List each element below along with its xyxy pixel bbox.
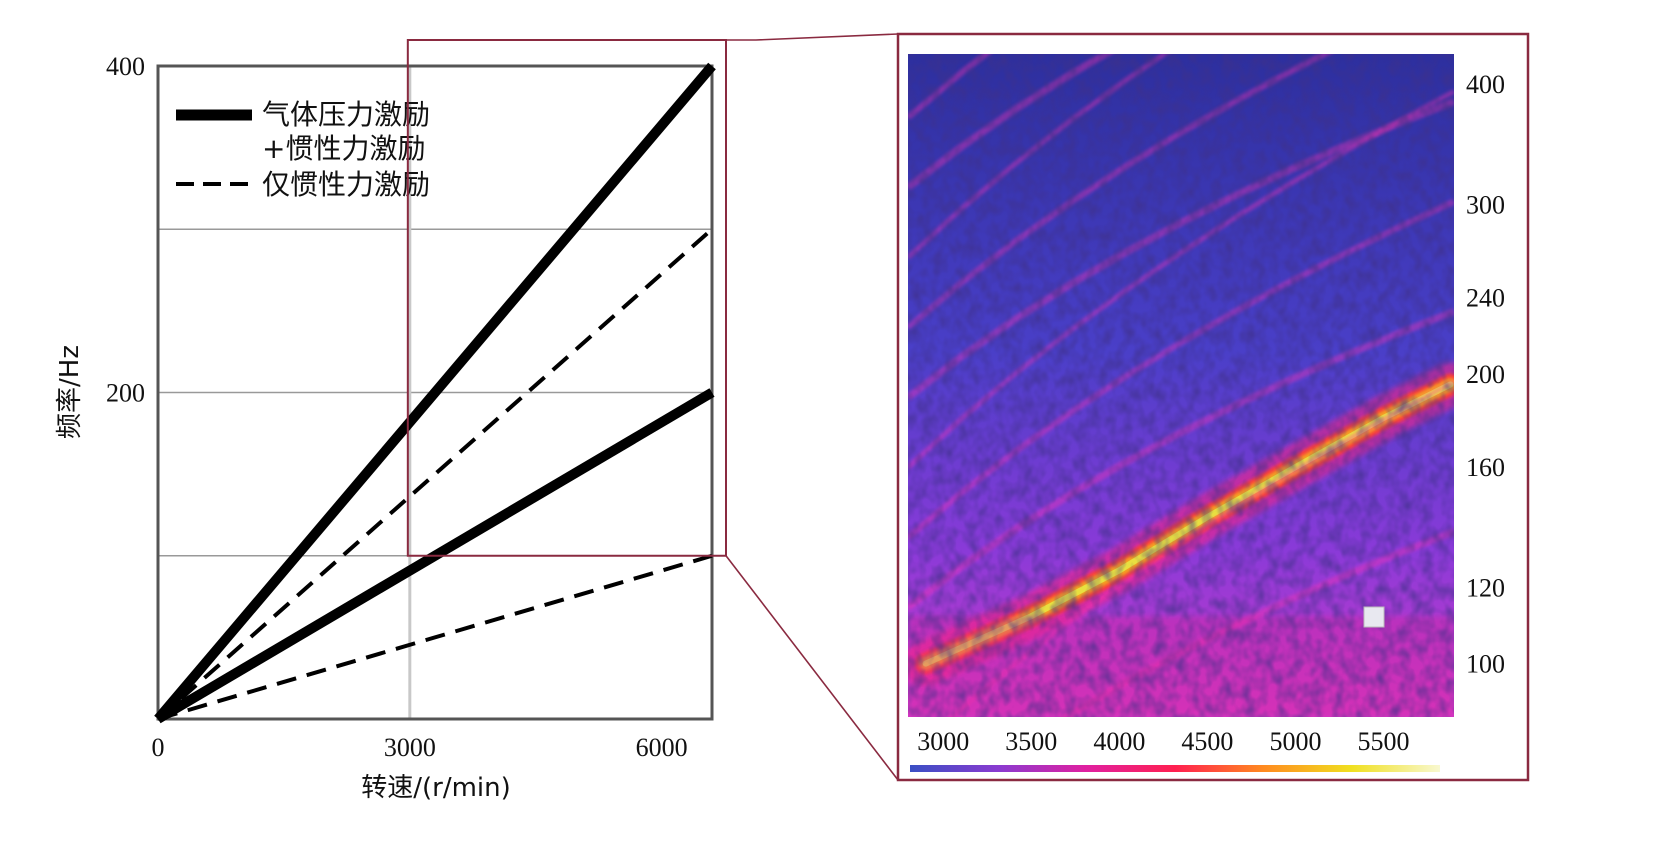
- cursor-marker: [1363, 606, 1385, 628]
- x-tick-label: 3000: [384, 733, 436, 762]
- legend-label-solid: 气体压力激励: [262, 98, 430, 131]
- colorbar: [910, 765, 1440, 772]
- connector-top: [726, 33, 899, 41]
- legend: 气体压力激励 +惯性力激励 仅惯性力激励: [176, 98, 430, 201]
- x-tick-label: 0: [152, 733, 165, 762]
- spectrogram-y-tick: 400: [1466, 70, 1505, 99]
- y-tick-label: 200: [106, 379, 145, 408]
- series-line-3: [156, 227, 714, 721]
- spectrogram-x-tick: 5500: [1358, 727, 1410, 756]
- series-line-1: [154, 62, 716, 723]
- x-tick-labels: 0 3000 6000: [152, 733, 688, 762]
- spectrogram-x-tick: 5000: [1269, 727, 1321, 756]
- line-chart: 0 3000 6000 200 400 转速/(r/min) 频率/Hz 气体压力激励…: [55, 39, 727, 803]
- spectrogram-y-tick: 100: [1466, 650, 1505, 679]
- y-tick-label: 400: [106, 52, 145, 81]
- zoom-region-box: [406, 39, 727, 557]
- series-line-4: [157, 553, 713, 721]
- spectrogram-x-tick: 4500: [1181, 727, 1233, 756]
- spectrogram-y-tick: 240: [1466, 284, 1505, 313]
- spectrogram-y-tick-labels: 400 300 240 200 160 120 100: [1466, 70, 1505, 678]
- x-tick-label: 6000: [636, 733, 688, 762]
- spectrogram-x-tick: 3000: [917, 727, 969, 756]
- y-axis-title: 频率/Hz: [55, 345, 85, 439]
- x-axis-title: 转速/(r/min): [361, 773, 511, 803]
- spectrogram-x-tick-labels: 3000 3500 4000 4500 5000 5500: [917, 727, 1409, 756]
- spectrogram-y-tick: 200: [1466, 360, 1505, 389]
- spectrogram-x-tick: 4000: [1093, 727, 1145, 756]
- spectrogram-image: [908, 54, 1454, 717]
- legend-label-dashed: 仅惯性力激励: [262, 168, 430, 201]
- spectrogram-y-tick: 120: [1466, 573, 1505, 602]
- zoom-connector-lines: [725, 33, 899, 781]
- spectrogram-panel: 3000 3500 4000 4500 5000 5500 400 300 240 200 160…: [896, 32, 1530, 782]
- y-tick-labels: 200 400: [106, 52, 145, 408]
- spectrogram-x-tick: 3500: [1005, 727, 1057, 756]
- connector-bottom: [725, 555, 899, 781]
- spectrogram-y-tick: 160: [1466, 453, 1505, 482]
- legend-label-solid-line2: +惯性力激励: [262, 132, 425, 165]
- spectrogram-y-tick: 300: [1466, 190, 1505, 219]
